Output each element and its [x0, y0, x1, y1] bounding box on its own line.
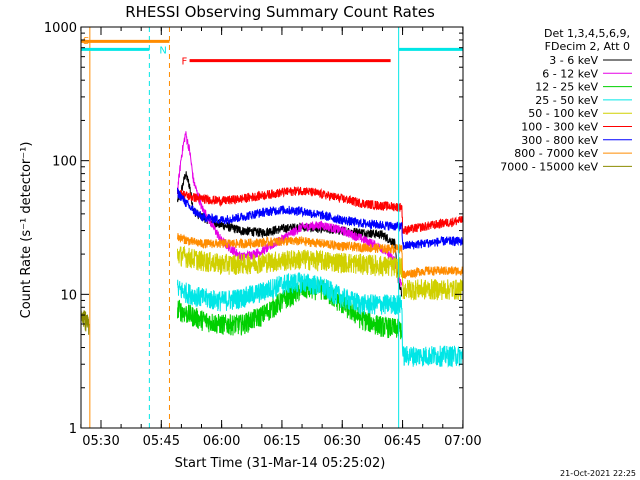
footer-timestamp: 21-Oct-2021 22:25: [560, 469, 636, 478]
series-line: [177, 245, 463, 301]
series-line: [177, 233, 463, 279]
legend-label: 100 - 300 keV: [521, 121, 598, 134]
legend-label: 25 - 50 keV: [535, 94, 598, 107]
series-5: [177, 186, 463, 236]
series-7: [177, 233, 463, 279]
x-axis-label: Start Time (31-Mar-14 05:25:02): [175, 456, 386, 471]
series-4: [177, 245, 463, 301]
x-tick-label: 06:00: [203, 434, 240, 449]
x-tick-label: 05:45: [143, 434, 180, 449]
series-line: [177, 277, 403, 340]
series-line: [177, 186, 463, 236]
y-axis: 1 10 100 1000: [44, 21, 463, 437]
flag-annotation: S: [83, 36, 89, 47]
series-6: [177, 187, 463, 250]
x-tick-label: 05:30: [82, 434, 119, 449]
legend-label: 300 - 800 keV: [521, 134, 598, 147]
legend-label: 50 - 100 keV: [528, 107, 598, 120]
series-line: [177, 272, 463, 368]
series-3: [177, 272, 463, 368]
legend-label: 3 - 6 keV: [549, 54, 598, 67]
x-tick-label: 06:45: [384, 434, 421, 449]
y-tick-label: 1: [69, 422, 77, 437]
legend: Det 1,3,4,5,6,9, FDecim 2, Att 0 3 - 6 k…: [500, 27, 632, 173]
series-8: [81, 310, 90, 335]
series-1: [177, 131, 403, 287]
chart-title: RHESSI Observing Summary Count Rates: [125, 3, 435, 21]
x-tick-label: 06:15: [263, 434, 300, 449]
y-tick-label: 100: [52, 155, 77, 170]
y-tick-label: 1000: [44, 21, 77, 36]
y-axis-label: Count Rate (s⁻¹ detector⁻¹): [19, 142, 34, 319]
legend-header-line: FDecim 2, Att 0: [545, 40, 630, 53]
plot-frame: [80, 26, 464, 429]
series-layer: [81, 131, 463, 368]
legend-header-line: Det 1,3,4,5,6,9,: [544, 27, 630, 40]
x-tick-label: 07:00: [444, 434, 481, 449]
series-line: [177, 131, 403, 287]
x-tick-label: 06:30: [324, 434, 361, 449]
series-line: [177, 187, 463, 250]
x-axis: 05:30 05:45 06:00 06:15 06:30 06:45 07:00: [80, 27, 482, 449]
legend-label: 6 - 12 keV: [542, 67, 598, 80]
legend-label: 12 - 25 keV: [535, 81, 598, 94]
legend-label: 800 - 7000 keV: [514, 147, 598, 160]
legend-label: 7000 - 15000 keV: [500, 160, 598, 173]
flag-annotation: F: [182, 57, 188, 68]
flag-annotation: N: [159, 45, 166, 56]
series-line: [81, 310, 90, 335]
series-2: [177, 277, 403, 340]
y-tick-label: 10: [60, 288, 77, 303]
